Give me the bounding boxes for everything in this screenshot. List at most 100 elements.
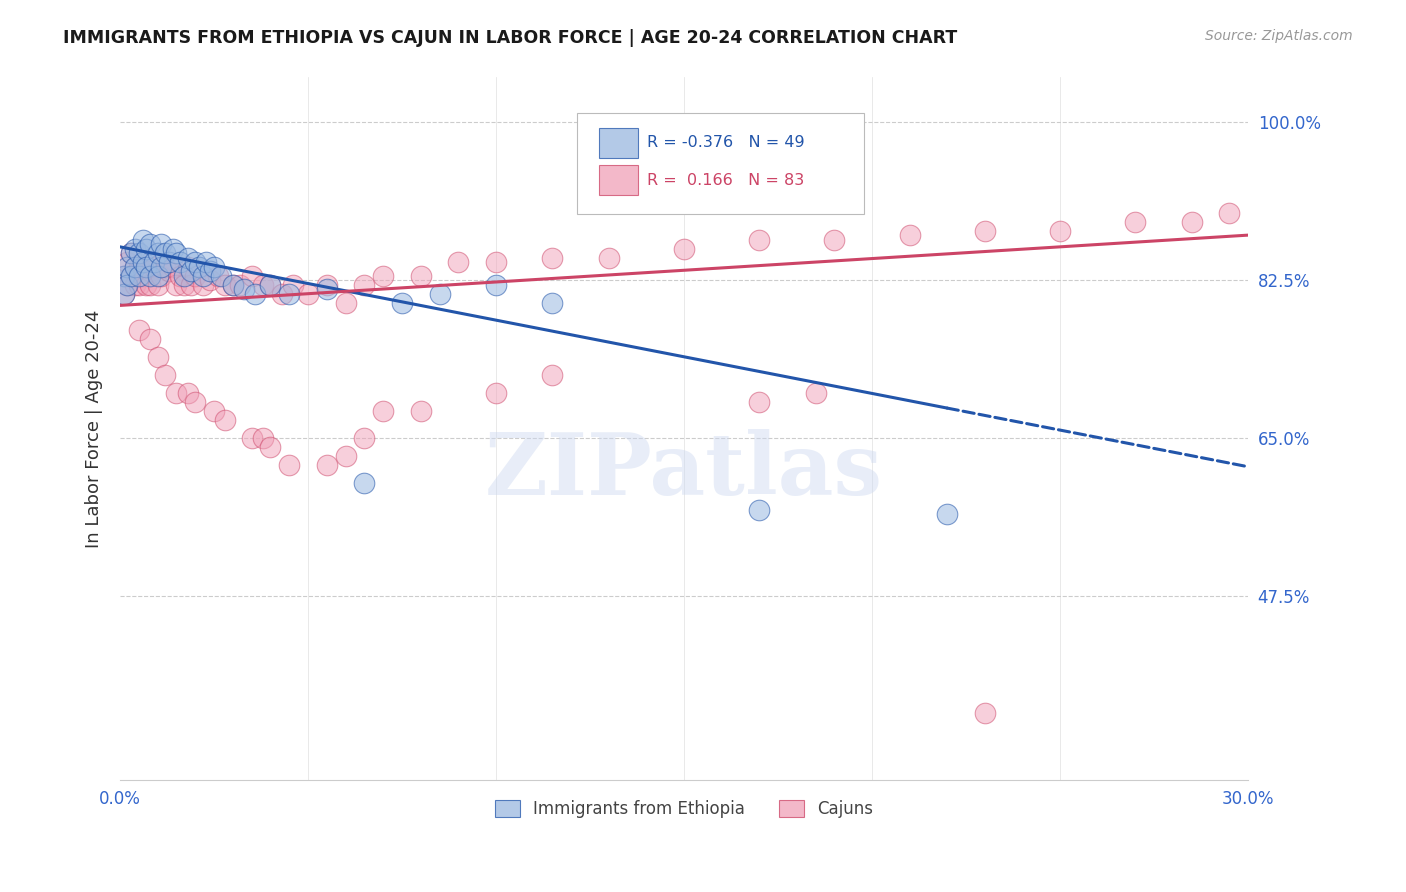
FancyBboxPatch shape — [599, 165, 638, 194]
Y-axis label: In Labor Force | Age 20-24: In Labor Force | Age 20-24 — [86, 310, 103, 548]
Point — [112, 268, 135, 283]
Point — [373, 268, 395, 283]
Point — [233, 282, 256, 296]
Point — [176, 385, 198, 400]
Point — [229, 277, 252, 292]
Point — [184, 255, 207, 269]
Point — [335, 295, 357, 310]
Point — [278, 458, 301, 472]
Point — [315, 282, 337, 296]
Point — [131, 233, 153, 247]
FancyBboxPatch shape — [599, 128, 638, 158]
Point — [153, 260, 176, 274]
Point — [150, 260, 173, 274]
Point — [541, 295, 564, 310]
Point — [128, 246, 150, 260]
Point — [165, 385, 187, 400]
Point — [485, 385, 508, 400]
Point — [120, 268, 142, 283]
Point — [128, 277, 150, 292]
Point — [157, 255, 180, 269]
Point — [153, 246, 176, 260]
Point — [1049, 224, 1071, 238]
Point — [973, 706, 995, 720]
Point — [409, 268, 432, 283]
Point — [128, 323, 150, 337]
Point — [187, 260, 209, 274]
Point — [409, 404, 432, 418]
Point — [259, 277, 281, 292]
Point — [135, 242, 157, 256]
Point — [259, 440, 281, 454]
Point — [335, 449, 357, 463]
Point — [748, 233, 770, 247]
Point — [124, 277, 146, 292]
Point — [139, 237, 162, 252]
Point — [120, 246, 142, 260]
Point — [214, 277, 236, 292]
Point — [373, 404, 395, 418]
Point — [391, 295, 413, 310]
Point — [128, 268, 150, 283]
Point — [485, 277, 508, 292]
Point — [139, 332, 162, 346]
Point — [200, 273, 222, 287]
Point — [117, 277, 139, 292]
Point — [146, 277, 169, 292]
Point — [112, 268, 135, 283]
Point — [139, 277, 162, 292]
Point — [823, 233, 845, 247]
Point — [153, 368, 176, 382]
Point — [191, 268, 214, 283]
Point — [124, 260, 146, 274]
Point — [124, 260, 146, 274]
Point — [748, 503, 770, 517]
Text: R =  0.166   N = 83: R = 0.166 N = 83 — [647, 172, 804, 187]
Point — [120, 268, 142, 283]
Point — [146, 246, 169, 260]
Point — [135, 255, 157, 269]
Point — [173, 268, 195, 283]
Point — [131, 268, 153, 283]
Point — [214, 413, 236, 427]
Point — [120, 246, 142, 260]
Point — [222, 277, 245, 292]
Point — [222, 277, 245, 292]
Point — [297, 286, 319, 301]
Point — [211, 268, 233, 283]
Point — [278, 286, 301, 301]
Point — [240, 268, 263, 283]
Point — [139, 268, 162, 283]
Point — [146, 268, 169, 283]
Point — [176, 251, 198, 265]
Point — [281, 277, 304, 292]
Point — [142, 260, 165, 274]
Point — [165, 277, 187, 292]
Point — [447, 255, 470, 269]
Point — [202, 260, 225, 274]
Point — [146, 350, 169, 364]
Text: IMMIGRANTS FROM ETHIOPIA VS CAJUN IN LABOR FORCE | AGE 20-24 CORRELATION CHART: IMMIGRANTS FROM ETHIOPIA VS CAJUN IN LAB… — [63, 29, 957, 46]
Point — [672, 242, 695, 256]
Legend: Immigrants from Ethiopia, Cajuns: Immigrants from Ethiopia, Cajuns — [488, 793, 880, 825]
Point — [898, 228, 921, 243]
Point — [169, 268, 191, 283]
Point — [748, 394, 770, 409]
Point — [353, 475, 375, 490]
Point — [157, 264, 180, 278]
Point — [117, 255, 139, 269]
Point — [124, 242, 146, 256]
Point — [207, 268, 229, 283]
Point — [315, 458, 337, 472]
Point — [429, 286, 451, 301]
FancyBboxPatch shape — [576, 112, 865, 214]
Point — [541, 251, 564, 265]
Point — [240, 431, 263, 445]
Point — [150, 268, 173, 283]
Point — [180, 277, 202, 292]
Point — [195, 255, 218, 269]
Point — [598, 251, 620, 265]
Point — [1123, 214, 1146, 228]
Point — [191, 277, 214, 292]
Point — [162, 260, 184, 274]
